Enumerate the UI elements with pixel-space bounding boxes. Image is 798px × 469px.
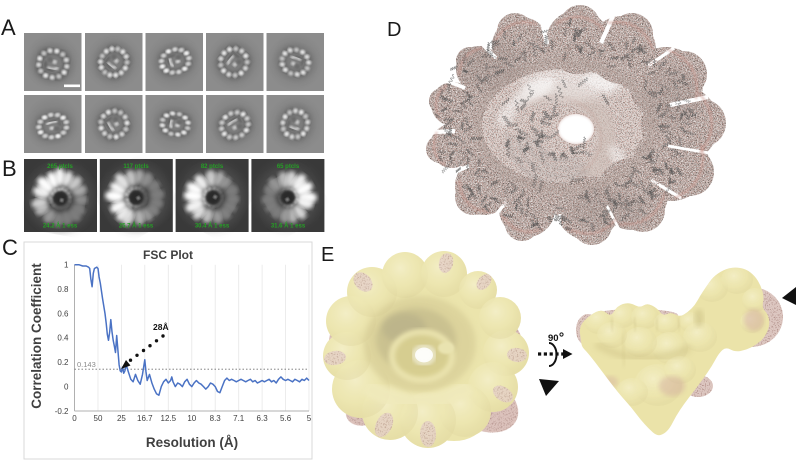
svg-text:0.4: 0.4	[57, 334, 69, 343]
svg-text:A: A	[1, 15, 16, 40]
svg-text:C: C	[2, 235, 18, 260]
svg-text:Resolution (Å): Resolution (Å)	[146, 435, 238, 450]
svg-text:0: 0	[72, 414, 77, 423]
svg-text:24.2 Å 1 ess: 24.2 Å 1 ess	[43, 223, 78, 230]
svg-text:B: B	[2, 156, 17, 181]
svg-text:30.4 Å 1 ess: 30.4 Å 1 ess	[195, 223, 230, 230]
svg-text:-0.2: -0.2	[55, 407, 69, 416]
svg-text:5.6: 5.6	[280, 414, 292, 423]
svg-text:D: D	[387, 19, 401, 41]
svg-text:6.3: 6.3	[257, 414, 269, 423]
svg-text:82 ptcls: 82 ptcls	[201, 164, 224, 170]
svg-text:25.7 Å 1 ess: 25.7 Å 1 ess	[119, 223, 154, 230]
svg-text:12.5: 12.5	[161, 414, 177, 423]
svg-text:117 ptcls: 117 ptcls	[123, 164, 149, 170]
svg-text:0.143: 0.143	[77, 360, 96, 369]
svg-text:8.3: 8.3	[210, 414, 222, 423]
svg-text:65 ptcls: 65 ptcls	[277, 164, 300, 170]
svg-text:FSC Plot: FSC Plot	[143, 248, 193, 262]
svg-text:1: 1	[64, 261, 69, 270]
svg-text:90: 90	[548, 333, 559, 344]
svg-text:0.8: 0.8	[57, 285, 69, 294]
svg-text:31.6 Å 1 ess: 31.6 Å 1 ess	[271, 223, 306, 230]
svg-text:0.2: 0.2	[57, 358, 69, 367]
svg-text:16.7: 16.7	[137, 414, 153, 423]
svg-text:0.6: 0.6	[57, 309, 69, 318]
svg-text:50: 50	[94, 414, 103, 423]
svg-text:Correlation Coefficient: Correlation Coefficient	[29, 263, 44, 409]
svg-text:25: 25	[117, 414, 126, 423]
svg-text:265 ptcls: 265 ptcls	[47, 164, 73, 170]
svg-text:7.1: 7.1	[233, 414, 245, 423]
svg-text:28Å: 28Å	[153, 322, 169, 332]
svg-text:10: 10	[187, 414, 196, 423]
svg-text:0: 0	[64, 382, 69, 391]
